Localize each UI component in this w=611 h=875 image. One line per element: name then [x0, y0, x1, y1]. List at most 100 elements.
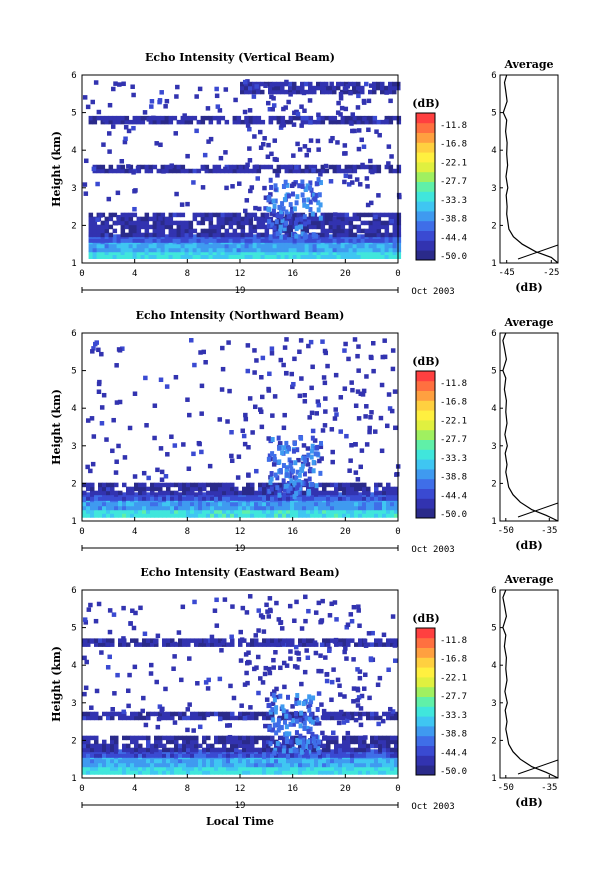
echo-cell	[156, 243, 162, 249]
echo-cell	[376, 238, 382, 243]
echo-cell	[348, 247, 354, 253]
echo-cell	[176, 630, 182, 635]
echo-cell	[336, 100, 341, 106]
echo-cell	[114, 766, 119, 771]
echo-cell	[342, 649, 347, 655]
echo-cell	[357, 87, 363, 92]
echo-cell	[216, 115, 222, 121]
echo-cell	[89, 705, 94, 710]
echo-cell	[278, 753, 283, 758]
echo-cell	[274, 638, 279, 643]
echo-cell	[307, 694, 312, 700]
echo-cell	[197, 724, 203, 730]
echo-cell	[188, 232, 194, 238]
echo-cell	[142, 766, 147, 771]
echo-cell	[96, 250, 102, 255]
echo-cell	[88, 224, 94, 230]
echo-cell	[169, 434, 174, 439]
colorbar-segment	[416, 429, 435, 440]
echo-cell	[352, 238, 358, 243]
echo-cell	[380, 250, 386, 255]
echo-cell	[364, 442, 370, 447]
echo-cell	[297, 393, 303, 399]
echo-cell	[246, 747, 251, 753]
echo-cell	[324, 115, 330, 121]
echo-cell	[288, 247, 294, 253]
echo-cell	[352, 224, 358, 230]
echo-cell	[338, 496, 343, 501]
echo-cell	[278, 693, 283, 699]
echo-cell	[218, 501, 223, 507]
echo-cell	[203, 638, 209, 644]
echo-cell	[348, 81, 353, 87]
echo-cell	[374, 715, 379, 721]
echo-cell	[214, 509, 219, 514]
echo-cell	[294, 715, 299, 721]
echo-cell	[114, 490, 119, 496]
echo-cell	[100, 168, 106, 174]
echo-cell	[316, 220, 322, 226]
echo-cell	[357, 182, 363, 187]
echo-cell	[212, 212, 218, 218]
echo-cell	[128, 243, 134, 249]
echo-cell	[386, 743, 391, 749]
echo-cell	[334, 766, 339, 771]
echo-cell	[290, 704, 295, 709]
echo-cell	[340, 115, 346, 121]
echo-cell	[312, 196, 317, 202]
echo-cell	[324, 232, 330, 238]
echo-cell	[166, 496, 171, 501]
echo-cell	[304, 243, 310, 249]
echo-cell	[90, 505, 95, 511]
echo-cell	[374, 496, 379, 501]
echo-cell	[294, 748, 299, 754]
echo-cell	[174, 747, 179, 753]
echo-cell	[126, 128, 132, 134]
echo-cell	[272, 247, 278, 253]
echo-cell	[85, 418, 91, 423]
echo-cell	[230, 509, 235, 514]
panel-title: Echo Intensity (Vertical Beam)	[145, 51, 335, 64]
echo-cell	[144, 224, 150, 230]
echo-cell	[200, 238, 206, 243]
echo-cell	[344, 119, 350, 125]
echo-cell	[222, 758, 227, 764]
echo-cell	[102, 638, 107, 643]
echo-cell	[275, 213, 280, 219]
echo-cell	[102, 490, 107, 496]
echo-cell	[142, 715, 147, 721]
echo-cell	[282, 345, 288, 350]
echo-cell	[308, 138, 314, 143]
echo-cell	[280, 243, 286, 249]
echo-cell	[362, 739, 367, 745]
echo-cell	[124, 247, 130, 253]
echo-cell	[218, 735, 223, 741]
echo-cell	[336, 238, 342, 243]
echo-cell	[156, 250, 162, 255]
echo-cell	[332, 247, 338, 253]
colorbar-tick-label: -27.7	[440, 177, 467, 187]
echo-cell	[140, 119, 146, 125]
echo-cell	[150, 758, 155, 764]
echo-cell	[174, 735, 179, 741]
echo-cell	[106, 505, 111, 511]
echo-cell	[208, 115, 214, 121]
echo-cell	[318, 770, 323, 775]
echo-cell	[106, 715, 111, 721]
echo-cell	[260, 224, 266, 230]
colorbar-segment	[416, 132, 435, 143]
echo-cell	[82, 711, 87, 717]
echo-cell	[374, 743, 379, 749]
echo-cell	[326, 501, 331, 507]
echo-cell	[162, 743, 167, 749]
echo-cell	[313, 743, 318, 749]
echo-cell	[230, 715, 235, 721]
echo-cell	[294, 509, 299, 514]
echo-cell	[148, 254, 154, 259]
echo-cell	[118, 762, 123, 768]
echo-cell	[168, 250, 174, 255]
echo-cell	[124, 119, 130, 125]
echo-cell	[222, 597, 228, 602]
echo-cell	[328, 179, 334, 184]
echo-cell	[150, 747, 155, 753]
